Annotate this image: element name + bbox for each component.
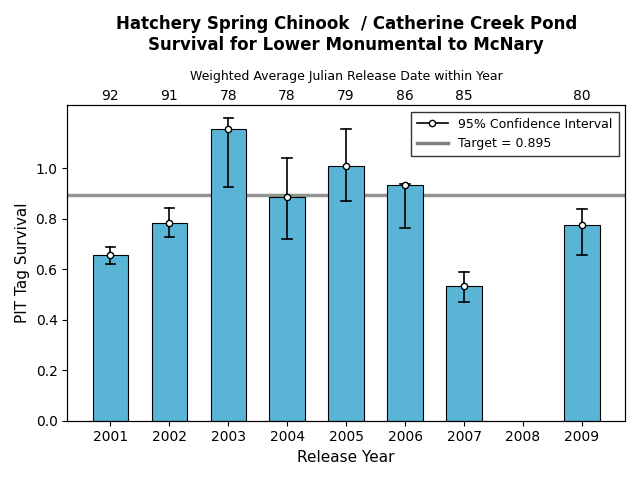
X-axis label: Release Year: Release Year <box>298 450 395 465</box>
Bar <box>387 185 423 421</box>
Title: Weighted Average Julian Release Date within Year: Weighted Average Julian Release Date wit… <box>190 71 502 84</box>
Bar <box>328 166 364 421</box>
Legend: 95% Confidence Interval, Target = 0.895: 95% Confidence Interval, Target = 0.895 <box>411 112 619 156</box>
Bar <box>211 129 246 421</box>
Title: Hatchery Spring Chinook  / Catherine Creek Pond
Survival for Lower Monumental to: Hatchery Spring Chinook / Catherine Cree… <box>115 15 577 54</box>
Bar <box>93 255 128 421</box>
Bar <box>269 197 305 421</box>
Bar <box>446 286 482 421</box>
Bar <box>564 225 600 421</box>
Y-axis label: PIT Tag Survival: PIT Tag Survival <box>15 203 30 324</box>
Bar <box>152 223 187 421</box>
